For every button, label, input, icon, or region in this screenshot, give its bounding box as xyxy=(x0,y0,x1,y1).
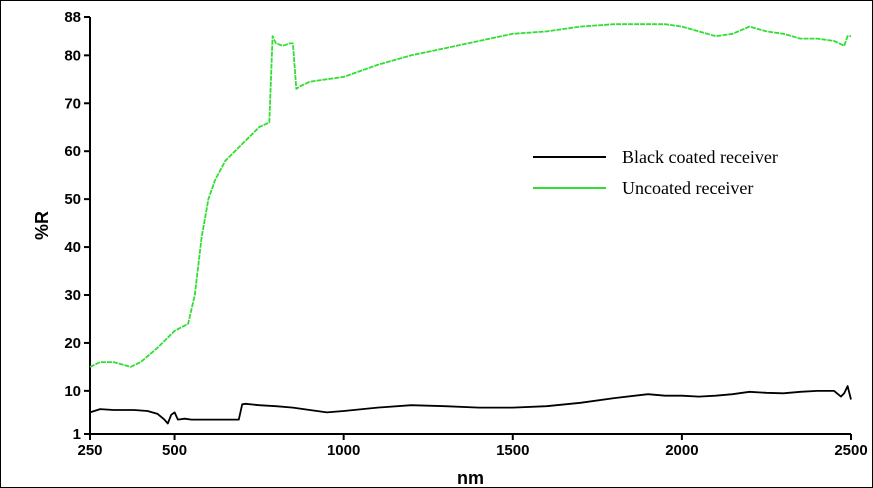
series-line-uncoated xyxy=(89,23,851,368)
y-tick-label: 80 xyxy=(64,47,81,64)
tick-labels: 1 10 20 30 40 50 60 70 80 88 250 500 1000 1500 2000 250… xyxy=(64,9,867,459)
x-tick-label: 500 xyxy=(162,442,187,459)
x-axis-label: nm xyxy=(457,468,484,488)
x-tick-label: 1500 xyxy=(496,442,529,459)
y-axis-label: %R xyxy=(32,211,52,240)
y-tick-label: 70 xyxy=(64,95,81,112)
series-lines xyxy=(89,23,852,425)
y-tick-label: 40 xyxy=(64,239,81,256)
y-tick-label: 88 xyxy=(64,9,81,26)
x-tick-label: 2000 xyxy=(665,442,698,459)
legend: Black coated receiver Uncoated receiver xyxy=(533,147,778,198)
legend-label-uncoated: Uncoated receiver xyxy=(622,178,753,198)
x-tick-label: 1000 xyxy=(327,442,360,459)
y-tick-label: 1 xyxy=(73,426,81,443)
legend-label-black-coated: Black coated receiver xyxy=(622,147,778,167)
y-tick-label: 60 xyxy=(64,143,81,160)
x-tick-label: 250 xyxy=(77,442,102,459)
axes xyxy=(84,16,852,440)
y-tick-label: 50 xyxy=(64,191,81,208)
y-tick-label: 10 xyxy=(64,383,81,400)
x-tick-label: 2500 xyxy=(834,442,867,459)
y-tick-label: 30 xyxy=(64,287,81,304)
series-line-black-coated xyxy=(89,385,852,425)
y-tick-label: 20 xyxy=(64,335,81,352)
